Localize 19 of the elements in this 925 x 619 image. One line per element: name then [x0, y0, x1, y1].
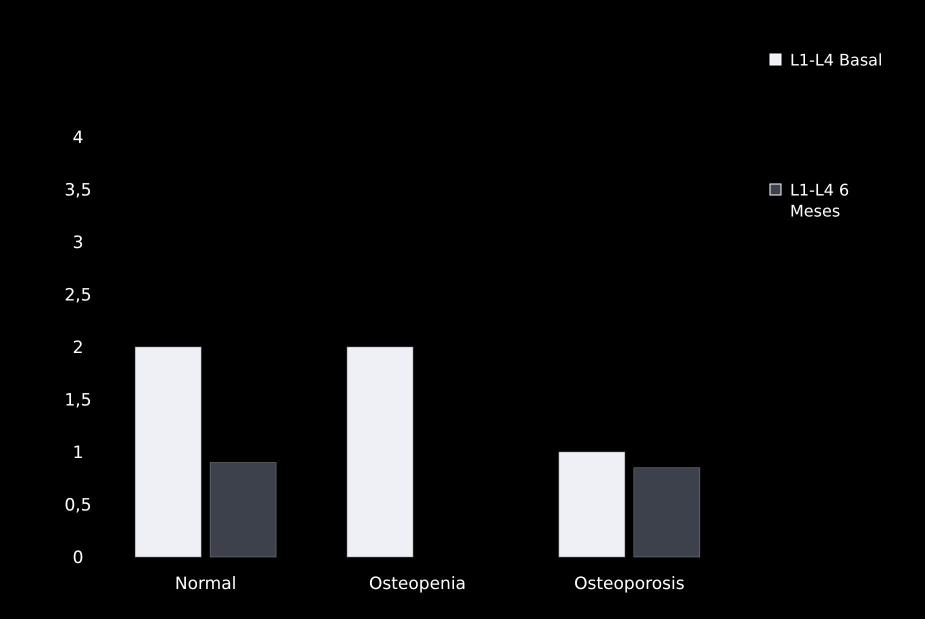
bar — [558, 452, 626, 558]
x-tick-label: Osteopenia — [369, 574, 466, 594]
legend-label: L1-L4 Basal — [790, 50, 882, 70]
x-tick-label: Normal — [174, 574, 236, 594]
y-tick-label: 1 — [72, 442, 84, 463]
y-tick-label: 2 — [72, 338, 84, 358]
bar — [134, 346, 202, 558]
y-tick-label: 2,5 — [64, 285, 92, 306]
y-tick-label: 1,5 — [64, 390, 92, 410]
bar — [210, 462, 276, 558]
y-tick-label: 4 — [72, 128, 84, 148]
x-tick-label: Osteoporosis — [574, 574, 685, 594]
y-tick-label: 3,5 — [64, 180, 92, 200]
bar — [346, 346, 414, 558]
y-tick-label: 0 — [72, 548, 84, 568]
bar — [634, 468, 700, 558]
y-tick-label: 3 — [72, 232, 84, 253]
legend-label: L1-L4 6 Meses — [790, 180, 850, 220]
y-tick-label: 0,5 — [64, 495, 92, 516]
